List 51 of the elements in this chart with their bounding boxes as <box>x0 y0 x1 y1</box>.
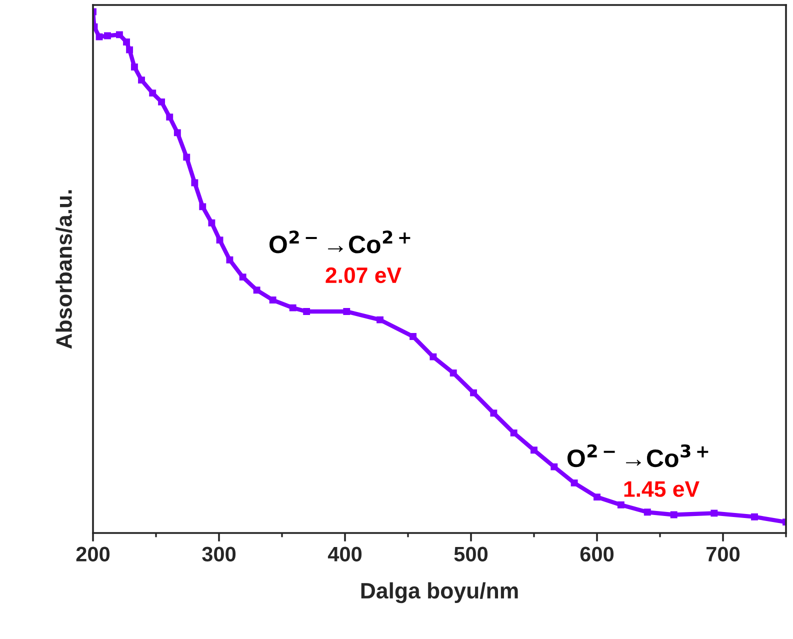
point <box>450 370 457 376</box>
point <box>410 333 417 340</box>
point <box>199 203 206 210</box>
point <box>550 463 558 470</box>
point <box>174 129 181 136</box>
point <box>510 429 518 436</box>
annotation: O$^{2−}$→Co$^{3+}$ <box>567 444 708 468</box>
x-tick-label: 700 <box>706 546 740 562</box>
point <box>123 38 130 46</box>
point <box>138 76 145 84</box>
point <box>166 114 174 121</box>
point <box>617 501 624 508</box>
point <box>751 513 758 520</box>
point <box>376 316 384 324</box>
x-axis-title: Dalga boyu/nm <box>361 582 518 604</box>
point <box>191 179 198 186</box>
point <box>570 479 578 486</box>
point <box>594 494 600 501</box>
y-axis-title: Absorbans/a.u. <box>56 190 72 349</box>
point <box>239 274 246 281</box>
x-tick-label: 500 <box>454 546 488 562</box>
point <box>644 508 651 516</box>
point <box>208 219 216 226</box>
point <box>470 389 477 396</box>
point <box>130 64 138 70</box>
x-tick-label: 300 <box>202 546 236 562</box>
point <box>670 511 678 518</box>
x-tick-label: 200 <box>76 546 110 562</box>
point <box>149 90 156 97</box>
point <box>104 32 111 40</box>
point <box>710 510 718 517</box>
point <box>158 98 166 106</box>
point <box>430 353 437 360</box>
point <box>530 446 538 454</box>
point <box>303 308 310 315</box>
x-tick-label: 600 <box>580 546 614 562</box>
point <box>269 296 276 304</box>
point <box>126 46 134 54</box>
point <box>490 410 498 417</box>
point <box>116 31 123 38</box>
x-tick-label: 400 <box>328 546 362 562</box>
point <box>289 304 296 312</box>
point <box>343 308 350 315</box>
point <box>253 286 260 294</box>
point <box>183 154 190 161</box>
annotation: 2.07 eV <box>326 267 402 284</box>
point <box>96 33 103 40</box>
point <box>216 236 224 244</box>
annotation: 1.45 eV <box>624 481 700 497</box>
annotation: O$^{2−}$→Co$^{2+}$ <box>270 230 410 254</box>
point <box>226 256 234 264</box>
